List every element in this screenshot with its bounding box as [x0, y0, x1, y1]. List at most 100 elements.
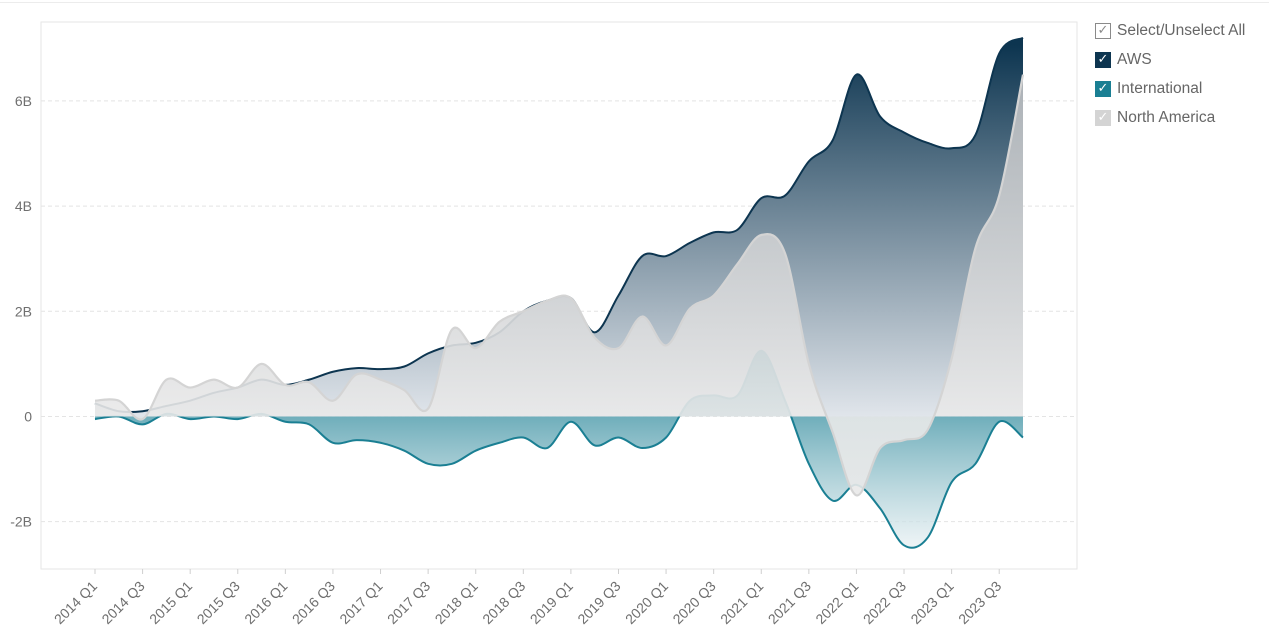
point-international [898, 539, 910, 551]
point-aws [969, 129, 981, 141]
point-north-america [612, 342, 624, 354]
point-aws [803, 155, 815, 167]
point-international [517, 432, 529, 444]
chart-area: -2B 0 2B 4B 6B 2014 Q1 2014 Q3 2015 Q1 2015 Q3 2… [10, 21, 1078, 627]
point-international [803, 458, 815, 470]
point-aws [827, 134, 839, 146]
point-international [565, 416, 577, 428]
point-aws [874, 111, 886, 123]
point-north-america [708, 290, 720, 302]
point-international [279, 416, 291, 428]
point-international [827, 495, 839, 507]
point-north-america [803, 358, 815, 370]
point-international [922, 531, 934, 543]
point-aws [1017, 32, 1029, 44]
point-international [398, 445, 410, 457]
point-north-america [137, 413, 149, 425]
point-international [660, 432, 672, 444]
point-north-america [446, 324, 458, 336]
x-tick-label: 2020 Q3 [669, 578, 718, 627]
y-tick-label: 6B [15, 93, 32, 109]
point-international [375, 437, 387, 449]
point-aws [636, 250, 648, 262]
checkbox-icon[interactable]: ✓ [1095, 109, 1111, 126]
y-tick-label: 4B [15, 198, 32, 214]
x-tick-label: 2016 Q3 [289, 578, 338, 627]
x-tick-label: 2022 Q1 [812, 578, 861, 627]
checkbox-icon[interactable]: ✓ [1095, 22, 1111, 39]
point-aws [660, 250, 672, 262]
point-north-america [541, 295, 553, 307]
legend-item-north-america[interactable]: ✓ North America [1095, 103, 1267, 132]
point-aws [946, 142, 958, 154]
point-north-america [517, 305, 529, 317]
legend-item-international[interactable]: ✓ International [1095, 74, 1267, 103]
point-north-america [589, 332, 601, 344]
point-north-america [874, 442, 886, 454]
x-tick-label: 2014 Q1 [51, 578, 100, 627]
point-north-america [660, 339, 672, 351]
y-axis-ticks: -2B 0 2B 4B 6B [10, 93, 32, 530]
point-international [946, 476, 958, 488]
point-north-america [684, 303, 696, 315]
x-tick-label: 2021 Q3 [765, 578, 814, 627]
checkbox-icon[interactable]: ✓ [1095, 51, 1111, 68]
checkbox-icon[interactable]: ✓ [1095, 80, 1111, 97]
point-aws [398, 361, 410, 373]
point-north-america [89, 395, 101, 407]
top-divider [0, 2, 1269, 3]
y-tick-label: 2B [15, 303, 32, 319]
point-north-america [779, 247, 791, 259]
x-tick-label: 2015 Q3 [194, 578, 243, 627]
point-international [470, 445, 482, 457]
point-north-america [232, 382, 244, 394]
x-tick-label: 2023 Q1 [907, 578, 956, 627]
point-north-america [850, 489, 862, 501]
point-north-america [1017, 69, 1029, 81]
point-international [1017, 432, 1029, 444]
point-north-america [351, 368, 363, 380]
legend: ✓ Select/Unselect All ✓ AWS ✓ Internatio… [1095, 16, 1267, 132]
x-tick-label: 2018 Q1 [432, 578, 481, 627]
point-north-america [827, 426, 839, 438]
x-tick-label: 2023 Q3 [955, 578, 1004, 627]
legend-label: International [1117, 79, 1203, 97]
x-tick-label: 2017 Q1 [336, 578, 385, 627]
point-international [969, 458, 981, 470]
point-north-america [113, 395, 125, 407]
legend-item-select-all[interactable]: ✓ Select/Unselect All [1095, 16, 1267, 45]
point-aws [993, 48, 1005, 60]
point-north-america [279, 379, 291, 391]
point-aws [922, 137, 934, 149]
point-north-america [494, 316, 506, 328]
x-tick-label: 2019 Q1 [527, 578, 576, 627]
point-aws [850, 69, 862, 81]
point-north-america [731, 258, 743, 270]
point-aws [612, 290, 624, 302]
point-international [589, 439, 601, 451]
point-north-america [969, 242, 981, 254]
point-aws [708, 226, 720, 238]
point-north-america [636, 311, 648, 323]
x-tick-label: 2014 Q3 [98, 578, 147, 627]
point-aws [327, 366, 339, 378]
point-international [636, 442, 648, 454]
point-north-america [184, 382, 196, 394]
series-layer [89, 32, 1029, 551]
point-north-america [470, 342, 482, 354]
legend-label: North America [1117, 108, 1216, 126]
point-international [422, 458, 434, 470]
plot-frame [40, 21, 1078, 570]
legend-item-aws[interactable]: ✓ AWS [1095, 45, 1267, 74]
line-north-america [94, 74, 1025, 497]
point-north-america [303, 376, 315, 388]
x-tick-label: 2017 Q3 [384, 578, 433, 627]
point-aws [684, 237, 696, 249]
point-north-america [398, 384, 410, 396]
point-international [541, 442, 553, 454]
point-international [874, 503, 886, 515]
x-tick-label: 2020 Q1 [622, 578, 671, 627]
point-international [303, 418, 315, 430]
point-aws [779, 190, 791, 202]
